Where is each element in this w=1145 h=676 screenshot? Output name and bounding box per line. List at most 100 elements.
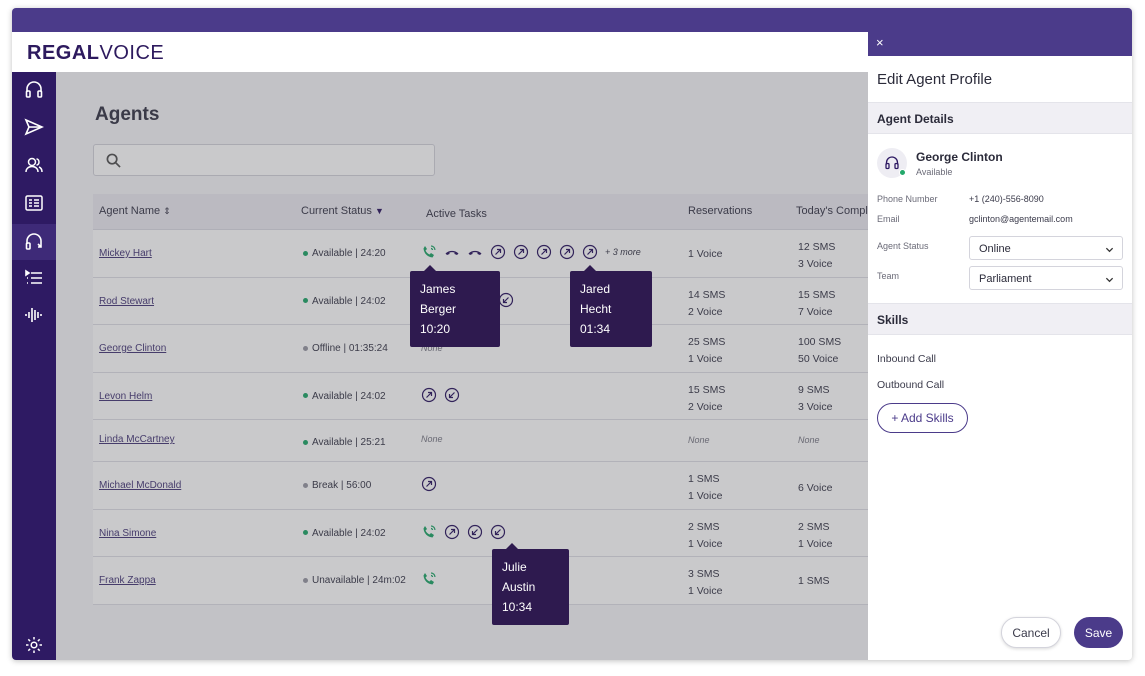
active-tasks bbox=[421, 571, 437, 587]
agent-status-select[interactable]: Online bbox=[969, 236, 1123, 260]
outbound-task-icon[interactable] bbox=[444, 524, 460, 540]
waveform-icon[interactable] bbox=[24, 305, 44, 325]
outbound-task-icon[interactable] bbox=[536, 244, 552, 260]
active-call-icon[interactable] bbox=[421, 524, 437, 540]
page-title: Agents bbox=[95, 104, 160, 125]
reservations-cell: 25 SMS 1 Voice bbox=[688, 336, 726, 365]
agent-status: Available | 24:02 bbox=[303, 391, 386, 402]
agent-name-link[interactable]: George Clinton bbox=[99, 343, 167, 354]
reservations-cell: 3 SMS 1 Voice bbox=[688, 568, 723, 597]
agent-status: Available | 24:02 bbox=[303, 296, 386, 307]
active-tasks: None bbox=[421, 434, 443, 444]
panel-top-bar: × bbox=[868, 32, 1132, 56]
table-row[interactable]: Rod Stewart Available | 24:02 14 SMS 2 Vo… bbox=[93, 277, 923, 325]
phone-value: +1 (240)-556-8090 bbox=[969, 194, 1044, 204]
today-completed-cell: 100 SMS 50 Voice bbox=[798, 336, 842, 365]
task-tooltip: Julie Austin 10:34 bbox=[492, 543, 569, 625]
modal-overlay[interactable] bbox=[56, 72, 912, 660]
table-row[interactable]: Michael McDonald Break | 56:00 1 SMS 1 Vo… bbox=[93, 462, 923, 510]
agent-status-label: Agent Status bbox=[877, 241, 929, 251]
team-select[interactable]: Parliament bbox=[969, 266, 1123, 290]
search-icon bbox=[106, 153, 121, 168]
task-tooltip: James Berger 10:20 bbox=[410, 265, 500, 347]
outbound-task-icon[interactable] bbox=[513, 244, 529, 260]
more-tasks-link[interactable]: + 3 more bbox=[605, 247, 641, 257]
agent-name-link[interactable]: Linda McCartney bbox=[99, 434, 175, 445]
reservations-cell: 14 SMS 2 Voice bbox=[688, 288, 726, 318]
active-tasks bbox=[421, 524, 506, 540]
close-icon[interactable]: × bbox=[876, 35, 884, 50]
outbound-task-icon[interactable] bbox=[490, 244, 506, 260]
today-completed-cell: 6 Voice bbox=[798, 482, 833, 494]
table-row[interactable]: George Clinton Offline | 01:35:24 None 2… bbox=[93, 325, 923, 373]
hangup-call-icon[interactable] bbox=[467, 244, 483, 260]
settings-gear-icon[interactable] bbox=[24, 635, 44, 655]
task-tooltip: Jared Hecht 01:34 bbox=[570, 265, 652, 347]
agent-name-link[interactable]: Rod Stewart bbox=[99, 295, 155, 307]
active-call-icon[interactable] bbox=[421, 244, 437, 260]
agent-name-link[interactable]: Nina Simone bbox=[99, 527, 157, 539]
queue-list-icon[interactable] bbox=[24, 268, 44, 288]
outbound-task-icon[interactable] bbox=[421, 387, 437, 403]
header-active-tasks: Active Tasks bbox=[426, 208, 487, 220]
agent-name-link[interactable]: Levon Helm bbox=[99, 390, 153, 402]
hangup-call-icon[interactable] bbox=[444, 244, 460, 260]
active-call-icon[interactable] bbox=[421, 571, 437, 587]
headset-icon bbox=[885, 156, 899, 170]
agent-status: Unavailable | 24m:02 bbox=[303, 575, 406, 586]
agent-details-section: Agent Details bbox=[868, 102, 1132, 134]
skills-section: Skills bbox=[868, 303, 1132, 335]
inbound-task-icon[interactable] bbox=[490, 524, 506, 540]
today-completed-cell: 9 SMS 3 Voice bbox=[798, 383, 833, 413]
reservations-cell: 15 SMS 2 Voice bbox=[688, 383, 726, 413]
team-label: Team bbox=[877, 271, 900, 281]
today-completed-cell: None bbox=[798, 435, 820, 445]
reservations-cell: 2 SMS 1 Voice bbox=[688, 520, 723, 550]
today-completed-cell: 15 SMS 7 Voice bbox=[798, 288, 836, 318]
online-status-dot bbox=[899, 169, 906, 176]
header-todays-completed: Today's Comple bbox=[796, 205, 874, 217]
agent-status: Available | 24:20 bbox=[303, 248, 386, 259]
send-icon[interactable] bbox=[24, 117, 44, 137]
today-completed-cell: 2 SMS 1 Voice bbox=[798, 520, 833, 550]
agent-status: Available | 24:02 bbox=[303, 528, 386, 539]
sidebar-active-indicator bbox=[12, 224, 56, 260]
agent-name: George Clinton bbox=[916, 150, 1003, 164]
avatar bbox=[877, 148, 907, 178]
edit-agent-profile-panel: × Edit Agent Profile Agent Details Georg… bbox=[868, 32, 1132, 660]
contact-list-icon[interactable] bbox=[24, 193, 44, 213]
table-row[interactable]: Linda McCartney Available | 25:21 None N… bbox=[93, 420, 923, 462]
users-icon[interactable] bbox=[24, 155, 44, 175]
agent-name-link[interactable]: Michael McDonald bbox=[99, 480, 182, 491]
agents-headset-icon[interactable] bbox=[24, 232, 44, 252]
active-tasks: + 3 more bbox=[421, 244, 641, 260]
outbound-task-icon[interactable] bbox=[582, 244, 598, 260]
outbound-task-icon[interactable] bbox=[559, 244, 575, 260]
today-completed-cell: 12 SMS 3 Voice bbox=[798, 241, 836, 270]
agent-name-link[interactable]: Mickey Hart bbox=[99, 248, 152, 259]
main-content: Agents Agent Name ⇕ Current Status ▼ Act… bbox=[56, 72, 923, 660]
table-row[interactable]: Levon Helm Available | 24:02 15 SMS 2 Voi… bbox=[93, 372, 923, 420]
outbound-task-icon[interactable] bbox=[421, 476, 437, 492]
header-current-status[interactable]: Current Status ▼ bbox=[301, 205, 384, 217]
inbound-task-icon[interactable] bbox=[444, 387, 460, 403]
top-bar bbox=[12, 8, 1132, 32]
add-skills-button[interactable]: + Add Skills bbox=[877, 403, 968, 433]
chevron-down-icon bbox=[1105, 247, 1114, 253]
today-completed-cell: 1 SMS bbox=[798, 575, 830, 587]
cancel-button[interactable]: Cancel bbox=[1001, 617, 1061, 648]
agent-status: Break | 56:00 bbox=[303, 480, 371, 491]
reservations-cell: 1 SMS 1 Voice bbox=[688, 473, 723, 502]
inbound-task-icon[interactable] bbox=[467, 524, 483, 540]
save-button[interactable]: Save bbox=[1074, 617, 1123, 648]
header-agent-name[interactable]: Agent Name ⇕ bbox=[99, 205, 171, 217]
app-window: REGALVOICE Agents bbox=[12, 8, 1132, 660]
agent-availability: Available bbox=[916, 167, 953, 177]
sort-icon: ⇕ bbox=[163, 206, 171, 216]
search-input[interactable] bbox=[93, 144, 435, 176]
reservations-cell: None bbox=[688, 435, 710, 445]
active-tasks: None bbox=[421, 343, 443, 353]
headset-icon[interactable] bbox=[24, 80, 44, 100]
table-row[interactable]: Mickey Hart Available | 24:20 + 3 more 1… bbox=[93, 230, 923, 278]
agent-name-link[interactable]: Frank Zappa bbox=[99, 575, 156, 586]
